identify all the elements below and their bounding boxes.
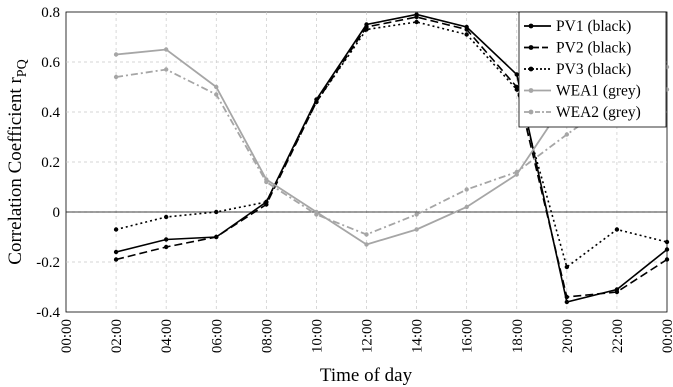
legend-label: PV1 (black) xyxy=(556,18,631,35)
data-point xyxy=(464,204,469,210)
data-point xyxy=(214,84,219,90)
data-point xyxy=(364,232,369,237)
legend-marker xyxy=(528,45,534,50)
data-point xyxy=(264,179,269,185)
data-point xyxy=(113,249,119,255)
legend-box xyxy=(518,11,667,128)
data-point xyxy=(414,14,419,20)
data-point xyxy=(414,227,419,232)
legend-label: PV3 (black) xyxy=(556,61,631,78)
x-axis-label: Time of day xyxy=(320,365,413,386)
data-point xyxy=(364,27,369,32)
data-point xyxy=(364,242,369,247)
y-tick-labels: -0.4 -0.2 0 0.2 0.4 0.6 0.8 xyxy=(36,5,60,321)
x-tick-label: 14:00 xyxy=(410,319,426,353)
data-point xyxy=(163,244,169,250)
series-pv3 xyxy=(113,19,670,270)
x-tick-label: 08:00 xyxy=(259,319,275,353)
series-line xyxy=(115,16,668,298)
data-point xyxy=(464,187,469,192)
series-line xyxy=(115,68,668,236)
series-wea2 xyxy=(113,67,670,237)
data-point xyxy=(414,19,419,25)
legend-label: WEA2 (grey) xyxy=(556,104,641,121)
data-point xyxy=(614,227,620,232)
data-point xyxy=(113,257,119,262)
x-tick-labels: 00:00 02:00 04:00 06:00 08:00 10:00 12:00 14:00… xyxy=(59,319,673,353)
data-point xyxy=(163,237,169,242)
data-point xyxy=(163,214,169,220)
y-axis-label-main: Correlation Coefficient r xyxy=(5,77,26,265)
series-line xyxy=(115,13,668,303)
x-tick-label: 06:00 xyxy=(209,319,225,353)
data-point xyxy=(314,212,319,217)
x-tick-label: 16:00 xyxy=(460,319,476,353)
y-tick-label: 0.2 xyxy=(41,155,60,171)
data-point xyxy=(113,52,119,57)
data-point xyxy=(264,199,269,205)
data-point xyxy=(163,47,169,52)
data-point xyxy=(564,294,570,300)
legend: PV1 (black) PV2 (black) PV3 (black) WEA1 (g… xyxy=(518,11,667,128)
data-point xyxy=(464,32,469,37)
data-point xyxy=(464,27,469,32)
data-point xyxy=(163,67,169,72)
x-tick-label: 00:00 xyxy=(59,319,75,353)
legend-label: PV2 (black) xyxy=(556,40,631,57)
x-tick-label: 12:00 xyxy=(360,319,376,353)
data-point xyxy=(564,132,570,137)
data-point xyxy=(564,299,570,305)
data-point xyxy=(314,99,319,105)
x-tick-label: 20:00 xyxy=(560,319,576,353)
y-tick-label: -0.4 xyxy=(36,305,60,321)
legend-label: WEA1 (grey) xyxy=(556,83,641,100)
legend-marker xyxy=(528,23,534,29)
y-tick-label: 0.4 xyxy=(41,105,60,121)
y-axis-label: Correlation Coefficient rPQ xyxy=(5,59,30,264)
y-tick-label: 0.6 xyxy=(41,55,60,71)
x-tick-label: 22:00 xyxy=(610,319,626,353)
data-point xyxy=(214,209,219,215)
data-point xyxy=(514,72,519,77)
data-point xyxy=(514,87,519,92)
y-tick-label: 0.8 xyxy=(41,5,60,21)
data-point xyxy=(664,257,670,262)
legend-marker xyxy=(528,109,534,115)
data-point xyxy=(514,169,519,175)
data-point xyxy=(113,74,119,80)
y-tick-label: 0 xyxy=(53,205,61,221)
data-point xyxy=(113,227,119,232)
data-point xyxy=(214,234,219,240)
x-tick-label: 02:00 xyxy=(109,319,125,353)
y-axis-label-subscript: PQ xyxy=(15,59,30,77)
y-tick-label: -0.2 xyxy=(36,255,60,271)
x-tick-label: 18:00 xyxy=(510,319,526,353)
data-point xyxy=(664,247,670,252)
x-tick-label: 04:00 xyxy=(159,319,175,353)
data-point xyxy=(614,289,620,295)
x-tick-label: 10:00 xyxy=(309,319,325,353)
x-tick-label: 00:00 xyxy=(660,319,673,353)
data-point xyxy=(414,212,419,217)
data-point xyxy=(664,239,670,245)
legend-marker xyxy=(528,88,534,93)
data-point xyxy=(214,92,219,97)
data-point xyxy=(564,264,570,270)
legend-marker xyxy=(528,66,534,72)
